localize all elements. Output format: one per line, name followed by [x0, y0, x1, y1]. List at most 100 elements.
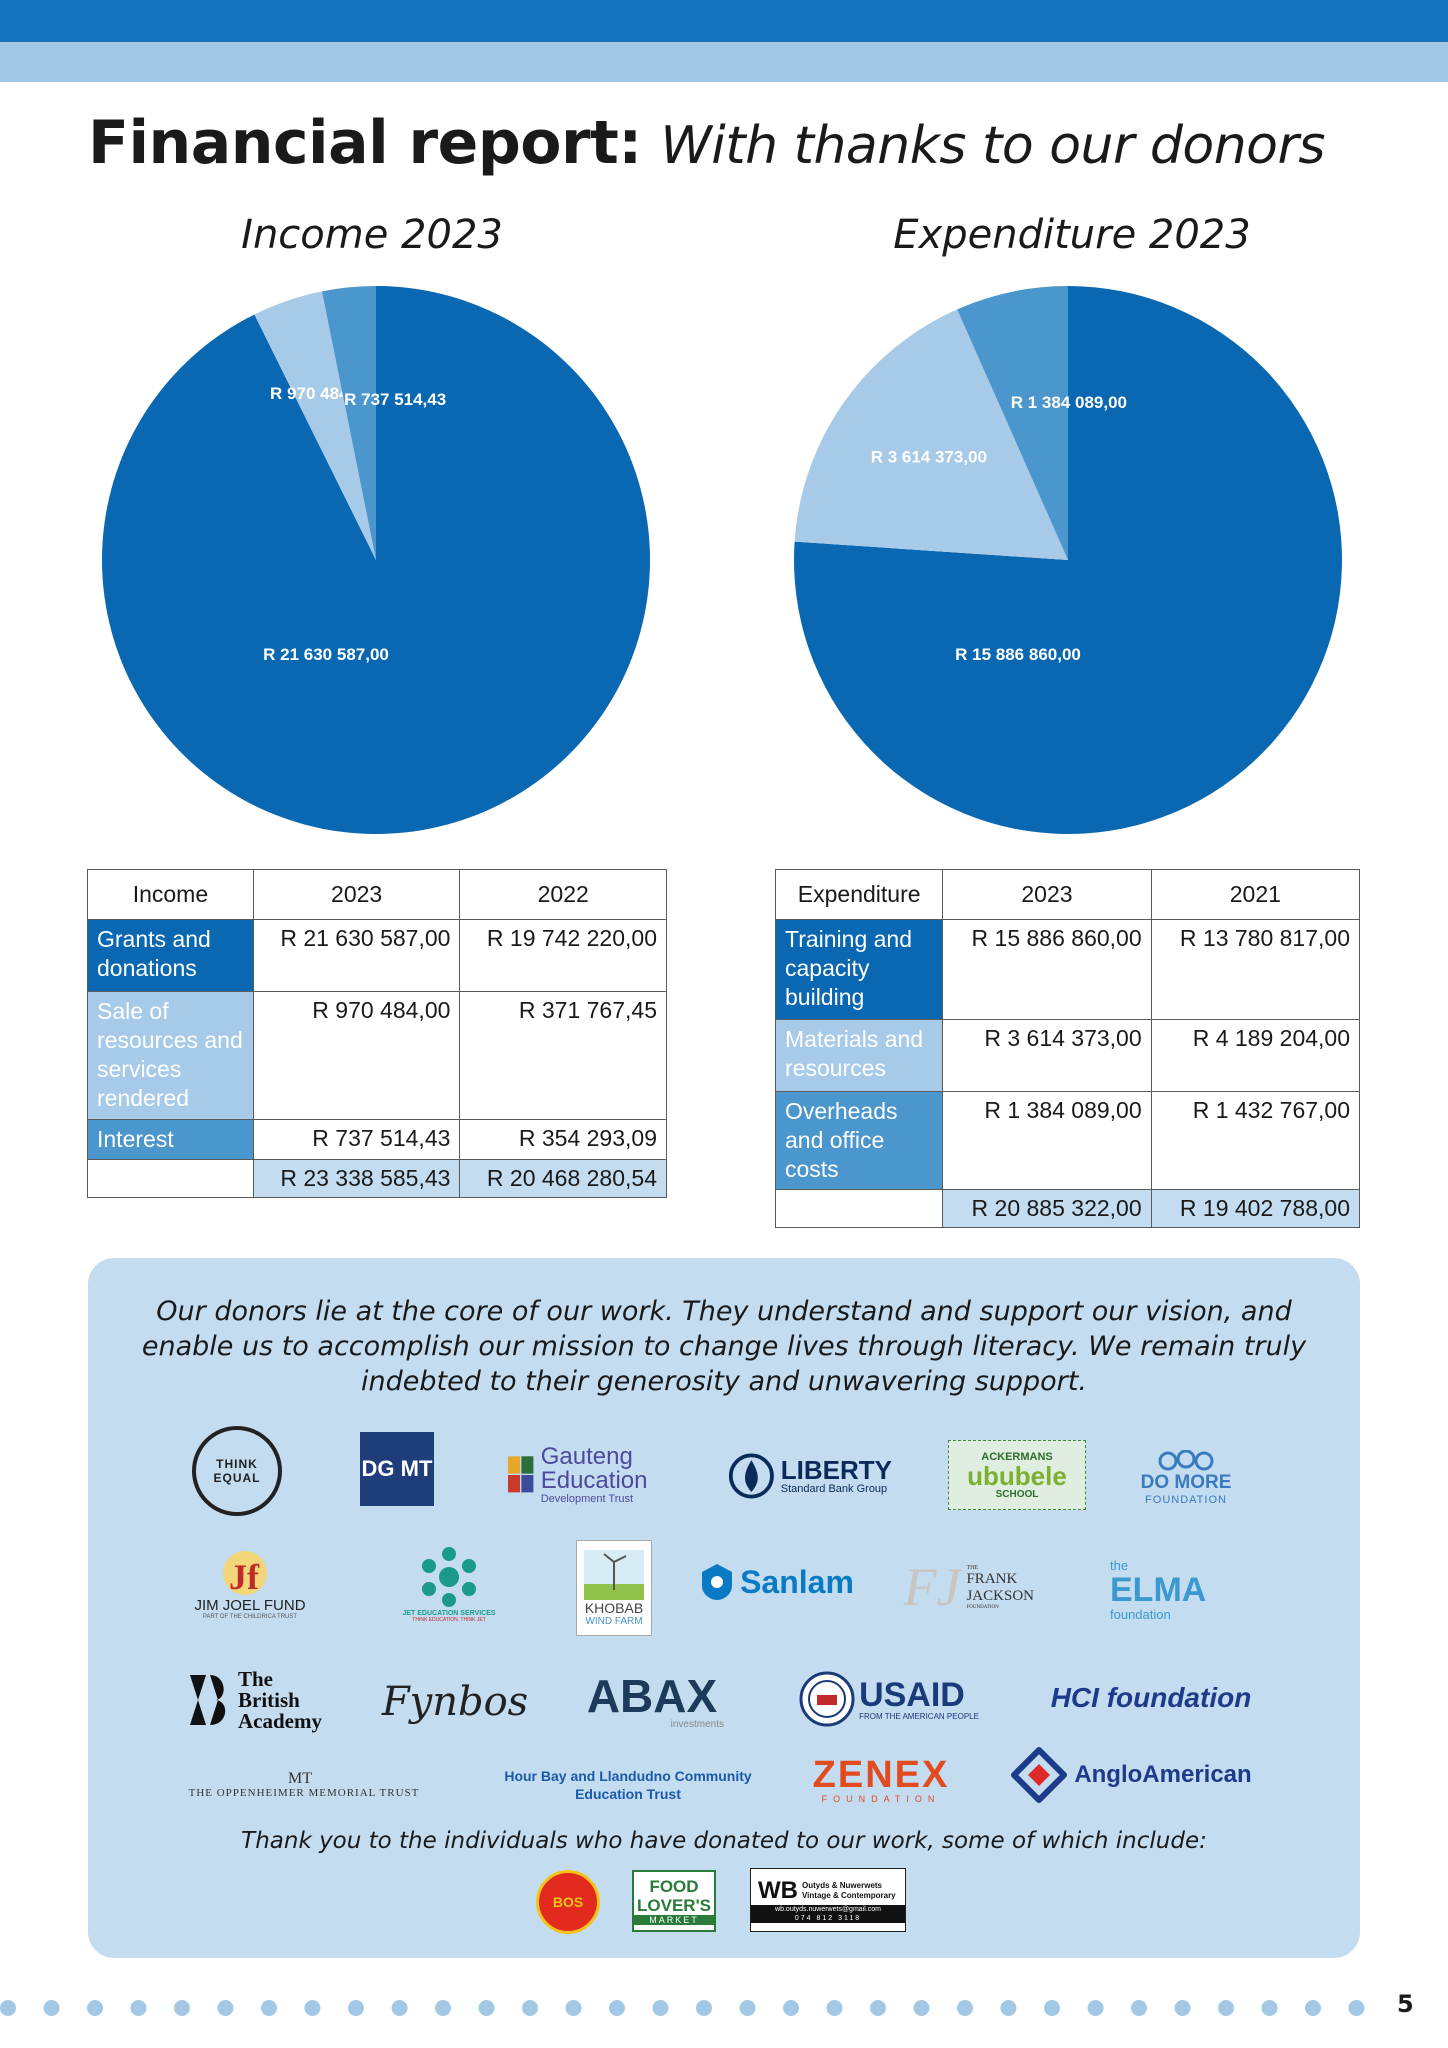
- table-row: Training and capacity building R 15 886 …: [774, 919, 1361, 1020]
- sanlam-logo: Sanlam: [692, 1556, 862, 1608]
- do-more-people-icon: [1158, 1450, 1214, 1471]
- row-label: Sale of resources and services rendered: [87, 991, 254, 1120]
- footer-dot: [348, 2000, 364, 2016]
- row-label: Interest: [87, 1119, 254, 1160]
- footer-dot: [1087, 2000, 1104, 2016]
- table-cell: R 737 514,43: [252, 1119, 461, 1160]
- table-cell: R 15 886 860,00: [942, 919, 1152, 1020]
- jjf-sun-icon: Jf: [223, 1550, 267, 1597]
- table-row: Grants and donations R 21 630 587,00 R 1…: [87, 919, 667, 992]
- table-header-row: Expenditure 2023 2021: [774, 869, 1361, 920]
- frank-jackson-foundation-logo: FJ THE FRANK JACKSON FOUNDATION: [903, 1557, 1034, 1617]
- footer-dot: [478, 2000, 495, 2016]
- footer-dot: [217, 2000, 234, 2016]
- think-equal-logo: THINK EQUAL: [192, 1426, 282, 1516]
- svg-text:Jf: Jf: [229, 1557, 260, 1597]
- donors-panel: [88, 1258, 1360, 1958]
- british-academy-mark-icon: [190, 1675, 226, 1725]
- jet-education-services-logo: JET EDUCATION SERVICES THINK EDUCATION. …: [396, 1538, 502, 1628]
- footer-dot: [435, 2000, 451, 2016]
- page-number: 5: [1397, 1990, 1414, 2018]
- row-label: Materials and resources: [774, 1019, 944, 1092]
- donors-intro: Our donors lie at the core of our work. …: [141, 1296, 1307, 1397]
- oppenheimer-mark-icon: MT: [288, 1770, 312, 1787]
- expenditure-pie-data-label-2: R 3 614 373,00: [871, 448, 987, 467]
- table-header: 2022: [459, 869, 667, 920]
- table-cell: R 1 432 767,00: [1150, 1091, 1361, 1190]
- total-cell: R 19 402 788,00: [1150, 1189, 1361, 1228]
- table-header: Income: [87, 869, 254, 920]
- title-italic: With thanks to our donors: [660, 116, 1325, 176]
- expenditure-pie-data-label-3: R 1 384 089,00: [1011, 393, 1127, 412]
- table-cell: R 354 293,09: [459, 1119, 667, 1160]
- table-row: Materials and resources R 3 614 373,00 R…: [774, 1019, 1361, 1092]
- footer-dot: [174, 2000, 190, 2016]
- footer-dot: [609, 2000, 625, 2016]
- table-total-row: R 20 885 322,00 R 19 402 788,00: [774, 1189, 1361, 1228]
- jet-swirl-icon: [422, 1546, 476, 1607]
- footer-dot: [87, 2000, 103, 2016]
- table-header: 2023: [942, 869, 1152, 920]
- food-lovers-market-logo: FOOD LOVER'S MARKET: [632, 1870, 716, 1932]
- gauteng-emblem-icon: [508, 1456, 534, 1493]
- income-pie-data-label-3: R 737 514,43: [344, 390, 446, 409]
- total-cell: R 23 338 585,43: [252, 1159, 461, 1198]
- table-header: Expenditure: [774, 869, 944, 920]
- ackermans-ububele-logo: ACKERMANS ububele SCHOOL: [948, 1440, 1086, 1510]
- footer-dot: [652, 2000, 669, 2016]
- gauteng-education-logo: Gauteng Education Development Trust: [508, 1440, 678, 1510]
- table-cell: R 3 614 373,00: [942, 1019, 1152, 1092]
- footer-dot: [870, 2000, 886, 2016]
- sanlam-shield-icon: [702, 1564, 733, 1600]
- footer-dot: [43, 2000, 60, 2016]
- abax-investments-logo: ABAX investments: [586, 1669, 724, 1730]
- table-total-row: R 23 338 585,43 R 20 468 280,54: [87, 1159, 667, 1198]
- header-band-dark: [0, 0, 1448, 42]
- british-academy-logo: The British Academy: [176, 1666, 348, 1734]
- footer-dot: [391, 2000, 408, 2016]
- expenditure-pie-chart: R 15 886 860,00 R 3 614 373,00 R 1 384 089…: [794, 286, 1342, 834]
- anglo-american-logo: AngloAmerican: [996, 1744, 1266, 1806]
- svg-text:MT: MT: [288, 1770, 312, 1787]
- liberty-logo: LIBERTY Standard Bank Group: [728, 1448, 892, 1504]
- zenex-foundation-logo: ZENEX FOUNDATION: [812, 1754, 950, 1804]
- usaid-seal-icon: [799, 1671, 855, 1727]
- table-row: Sale of resources and services rendered …: [87, 991, 667, 1120]
- table-cell: R 13 780 817,00: [1150, 919, 1361, 1020]
- table-header: 2021: [1150, 869, 1361, 920]
- footer-dot: [1131, 2000, 1147, 2016]
- anglo-american-mark-icon: [1011, 1747, 1068, 1803]
- footer-dot: [1000, 2000, 1017, 2016]
- individual-donors-thanks: Thank you to the individuals who have do…: [241, 1828, 1207, 1854]
- table-row: Overheads and office costs R 1 384 089,0…: [774, 1091, 1361, 1190]
- page-title: Financial report: With thanks to our don…: [88, 108, 1325, 178]
- title-bold: Financial report:: [88, 108, 642, 178]
- footer-dot: [826, 2000, 843, 2016]
- header-band-light: [0, 42, 1448, 82]
- usaid-logo: USAID FROM THE AMERICAN PEOPLE: [794, 1670, 984, 1728]
- footer-dot: [696, 2000, 712, 2016]
- total-label-cell: [87, 1159, 254, 1198]
- footer-dot: [261, 2000, 277, 2016]
- table-cell: R 4 189 204,00: [1150, 1019, 1361, 1092]
- wind-turbine-icon: [584, 1549, 644, 1600]
- fynbos-logo: Fynbos: [381, 1679, 529, 1725]
- expenditure-pie-slice-2: [794, 309, 1068, 560]
- table-cell: R 1 384 089,00: [942, 1091, 1152, 1190]
- expenditure-chart-title: Expenditure 2023: [893, 212, 1251, 258]
- income-pie-chart: R 21 630 587,00R 970 484,00R 737 514,43: [102, 286, 651, 835]
- footer-dot: [783, 2000, 799, 2016]
- footer-dot: [1305, 2000, 1321, 2016]
- liberty-flame-icon: [728, 1453, 774, 1499]
- wb-outyds-nuwerwets-logo: WB Outyds & Nuwerwets Vintage & Contempo…: [750, 1868, 906, 1932]
- bos-logo: BOS: [536, 1870, 600, 1934]
- table-cell: R 21 630 587,00: [252, 919, 461, 992]
- footer-dot: [565, 2000, 582, 2016]
- table-cell: R 19 742 220,00: [459, 919, 667, 992]
- footer-dot: [1261, 2000, 1278, 2016]
- table-row: Interest R 737 514,43 R 354 293,09: [87, 1119, 667, 1160]
- total-label-cell: [774, 1189, 944, 1228]
- oppenheimer-memorial-trust-logo: MT THE OPPENHEIMER MEMORIAL TRUST: [176, 1760, 432, 1806]
- table-header-row: Income 2023 2022: [87, 869, 667, 920]
- income-pie-slice-1: [102, 286, 651, 835]
